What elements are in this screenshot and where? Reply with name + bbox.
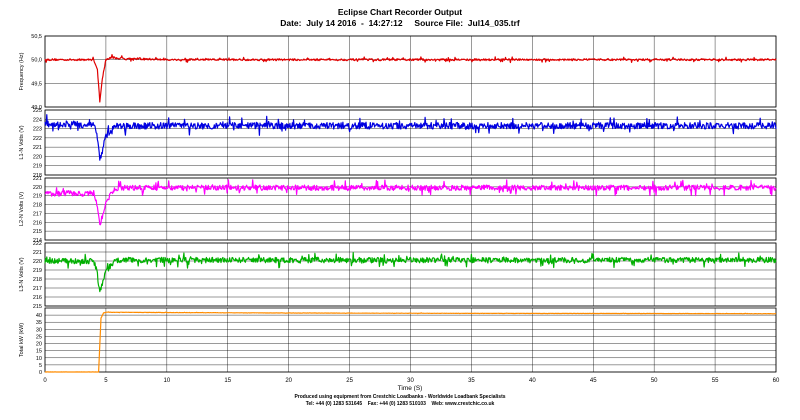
- series-line-4: [44, 252, 777, 293]
- footer-line-2: Tel: +44 (0) 1283 531645 Fax: +44 (0) 12…: [305, 400, 495, 407]
- y-axis-label: L2-N Volts (V): [19, 192, 25, 226]
- x-tick-label: 25: [346, 378, 353, 384]
- y-tick-label: 50,0: [31, 58, 42, 64]
- y-axis-label: L1-N Volts (V): [19, 125, 25, 159]
- y-tick-label: 218: [33, 277, 42, 283]
- series-line-2: [44, 114, 777, 161]
- y-tick-label: 216: [33, 295, 42, 301]
- x-tick-label: 55: [712, 378, 719, 384]
- series-line-3: [44, 179, 777, 226]
- y-tick-label: 220: [33, 154, 42, 160]
- y-tick-label: 218: [33, 203, 42, 209]
- y-tick-label: 50,5: [31, 34, 42, 40]
- axis-layer: 50,5 50,0 49,5 49,0 Frequency (Hz) 225 224 223 2…: [19, 34, 780, 384]
- y-tick-label: 10: [36, 356, 42, 362]
- y-tick-label: 35: [36, 320, 42, 326]
- chart-subtitle: Date: July 14 2016 - 14:27:12 Source Fil…: [280, 18, 520, 28]
- x-tick-label: 15: [224, 378, 231, 384]
- x-tick-label: 35: [468, 378, 475, 384]
- y-tick-label: 220: [33, 259, 42, 265]
- x-tick-label: 50: [651, 378, 658, 384]
- y-tick-label: 40: [36, 313, 42, 319]
- y-axis-label: L3-N Volts (V): [19, 257, 25, 291]
- y-tick-label: 217: [33, 211, 42, 217]
- y-tick-label: 0: [39, 370, 42, 376]
- x-tick-label: 20: [285, 378, 292, 384]
- x-tick-label: 5: [104, 378, 108, 384]
- y-tick-label: 224: [33, 117, 42, 123]
- y-tick-label: 215: [33, 229, 42, 235]
- y-tick-label: 25: [36, 334, 42, 340]
- x-tick-label: 45: [590, 378, 597, 384]
- y-tick-label: 225: [33, 108, 42, 114]
- title-block: Eclipse Chart Recorder Output Date: July…: [0, 7, 800, 29]
- y-tick-label: 30: [36, 327, 42, 333]
- series-line-1: [44, 53, 777, 103]
- chart-title: Eclipse Chart Recorder Output: [337, 7, 463, 17]
- y-tick-label: 217: [33, 286, 42, 292]
- y-tick-label: 219: [33, 164, 42, 170]
- x-tick-label: 30: [407, 378, 414, 384]
- y-tick-label: 5: [39, 363, 42, 369]
- series-layer: [44, 53, 777, 373]
- y-tick-label: 221: [33, 250, 42, 256]
- y-tick-label: 214: [33, 238, 42, 244]
- y-tick-label: 219: [33, 194, 42, 200]
- y-tick-label: 222: [33, 136, 42, 142]
- y-tick-label: 220: [33, 185, 42, 191]
- y-tick-label: 221: [33, 176, 42, 182]
- footer-block: Produced using equipment from Crestchic …: [0, 394, 800, 407]
- y-tick-label: 223: [33, 127, 42, 133]
- y-tick-label: 20: [36, 342, 42, 348]
- y-tick-label: 15: [36, 349, 42, 355]
- x-tick-label: 0: [43, 378, 47, 384]
- y-tick-label: 219: [33, 268, 42, 274]
- x-tick-label: 10: [163, 378, 170, 384]
- y-tick-label: 221: [33, 145, 42, 151]
- x-tick-label: 40: [529, 378, 536, 384]
- y-tick-label: 49,5: [31, 81, 42, 87]
- grid-layer: [44, 35, 777, 373]
- x-tick-label: 60: [773, 378, 780, 384]
- footer-line-1: Produced using equipment from Crestchic …: [294, 394, 506, 400]
- x-axis-label: Time (S): [398, 385, 423, 392]
- y-axis-label: Total kW (kW): [19, 323, 25, 357]
- y-tick-label: 218: [33, 173, 42, 179]
- y-tick-label: 215: [33, 304, 42, 310]
- y-tick-label: 49,0: [31, 105, 42, 111]
- series-line-5: [44, 311, 777, 373]
- y-tick-label: 216: [33, 220, 42, 226]
- y-tick-label: 222: [33, 241, 42, 247]
- y-axis-label: Frequency (Hz): [19, 52, 25, 90]
